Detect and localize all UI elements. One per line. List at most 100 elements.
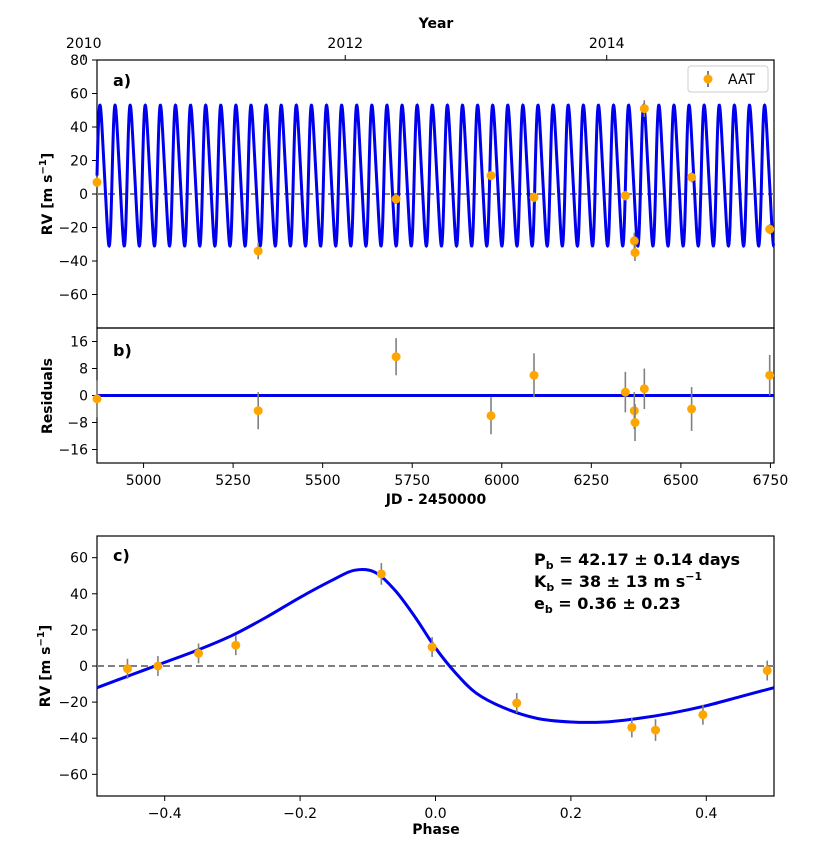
panel-b-x-ticks: 5000 5250 5500 5750 6000 6250 6500 6750 — [126, 463, 788, 489]
panel-c-data-point — [153, 661, 163, 671]
panel-c-data-point — [698, 710, 708, 720]
panel-b-data-point — [687, 404, 697, 414]
panel-c-data-point — [427, 642, 437, 652]
panel-b-ytick-label: 8 — [79, 362, 88, 378]
panel-a-model-curve — [95, 103, 776, 248]
panel-a-y-axis-title: RV [m s−1] — [38, 153, 56, 235]
panel-b-data-point — [253, 406, 263, 416]
period-symbol: P — [534, 550, 546, 569]
panel-c-data-point — [122, 664, 132, 674]
panel-a-ytick-label: 40 — [70, 120, 88, 136]
panel-c-ylabel-end: ] — [38, 625, 54, 631]
e-subscript: b — [545, 603, 553, 616]
panel-c-ytick-label: 0 — [79, 659, 88, 675]
panel-a-data-point — [486, 171, 496, 181]
panel-a-data-point — [639, 104, 649, 114]
panel-c-ylabel-main: RV [m s — [38, 647, 54, 708]
panel-a-label: a) — [113, 71, 131, 90]
panel-b-label: b) — [113, 341, 132, 360]
panel-b-data-points — [92, 338, 775, 442]
panel-b-data-point — [529, 370, 539, 380]
panel-a-data-point — [253, 246, 263, 256]
panel-a-data-points — [92, 100, 775, 261]
legend-label: AAT — [728, 72, 755, 88]
panel-c-ytick-label: −60 — [58, 767, 88, 783]
panel-b-xtick-label: 5250 — [215, 473, 251, 489]
panel-c-data-point — [651, 725, 661, 735]
panel-b-ytick-label: −8 — [67, 416, 88, 432]
panel-b-x-axis-title: JD - 2450000 — [385, 492, 487, 508]
panel-a-data-point — [687, 172, 697, 182]
panel-c-ytick-label: 40 — [70, 587, 88, 603]
legend-marker — [703, 74, 713, 84]
panel-c-ylabel-sup: −1 — [36, 631, 47, 646]
panel-b-xtick-label: 5750 — [394, 473, 430, 489]
panel-b-data-point — [620, 387, 630, 397]
panel-a-keplerian-model — [95, 103, 776, 248]
panel-b-data-point — [765, 370, 775, 380]
panel-a-y-ticks: 80 60 40 20 0 −20 −40 −60 — [58, 53, 97, 304]
panel-b-y-ticks: 16 8 0 −8 −16 — [58, 335, 97, 459]
panel-b-ytick-label: 16 — [70, 335, 88, 351]
period-subscript: b — [546, 559, 554, 572]
panel-c-xtick-label: −0.4 — [148, 806, 182, 822]
panel-c-data-point — [376, 569, 386, 579]
panel-b-residuals: 16 8 0 −8 −16 5000 5250 5500 5750 6000 6250 6500 67… — [40, 327, 788, 508]
top-axis-title: Year — [418, 16, 454, 32]
panel-b-data-point — [486, 411, 496, 421]
panel-b-ytick-label: −16 — [58, 443, 88, 459]
panel-b-xtick-label: 6250 — [573, 473, 609, 489]
top-axis-ticks: 2010 2012 2014 — [66, 36, 625, 60]
k-value: = 38 ± 13 m s — [554, 572, 685, 591]
panel-b-data-point — [639, 384, 649, 394]
panel-c-y-ticks: 60 40 20 0 −20 −40 −60 — [58, 551, 97, 783]
panel-a-ylabel-end: ] — [40, 153, 56, 159]
e-symbol: e — [534, 594, 545, 613]
panel-a-data-point — [92, 177, 102, 187]
panel-c-model-curve — [96, 567, 775, 724]
panel-a-ylabel-main: RV [m s — [40, 175, 56, 236]
panel-c-ytick-label: 60 — [70, 551, 88, 567]
orbit-parameters: Pb = 42.17 ± 0.14 days Kb = 38 ± 13 m s−… — [534, 550, 740, 616]
panel-c-x-axis-title: Phase — [412, 822, 460, 838]
panel-c-x-ticks: −0.4 −0.2 0.0 0.2 0.4 — [148, 796, 718, 822]
panel-a-data-point — [629, 236, 639, 246]
panel-a-ytick-label: −60 — [58, 288, 88, 304]
panel-c-data-point — [512, 698, 522, 708]
panel-a-ytick-label: 60 — [70, 87, 88, 103]
panel-c-ytick-label: −40 — [58, 731, 88, 747]
panel-b-xtick-label: 5000 — [126, 473, 162, 489]
panel-c-ytick-label: −20 — [58, 695, 88, 711]
top-axis-tick-label: 2012 — [327, 36, 363, 52]
panel-c-ytick-label: 20 — [70, 623, 88, 639]
k-symbol: K — [534, 572, 547, 591]
panel-b-ytick-label: 0 — [79, 389, 88, 405]
k-unit-sup: −1 — [685, 570, 702, 583]
panel-c-data-point — [627, 722, 637, 732]
panel-b-data-point — [92, 394, 102, 404]
panel-b-xtick-label: 6750 — [753, 473, 789, 489]
panel-a-data-point — [620, 191, 630, 201]
panel-c-phase-model — [96, 567, 775, 724]
panel-a-data-point — [630, 248, 640, 258]
eccentricity-annotation: eb = 0.36 ± 0.23 — [534, 594, 681, 616]
panel-a-data-point — [765, 224, 775, 234]
panel-a-ytick-label: 20 — [70, 154, 88, 170]
panel-c-xtick-label: 0.0 — [424, 806, 446, 822]
panel-b-xtick-label: 5500 — [305, 473, 341, 489]
panel-b-y-axis-title: Residuals — [40, 358, 56, 434]
panel-a-ytick-label: 80 — [70, 53, 88, 69]
panel-a-ytick-label: −20 — [58, 221, 88, 237]
semi-amplitude-annotation: Kb = 38 ± 13 m s−1 — [534, 570, 702, 594]
panel-b-data-point — [630, 418, 640, 427]
panel-a-data-point — [391, 194, 401, 204]
period-annotation: Pb = 42.17 ± 0.14 days — [534, 550, 740, 572]
panel-c-xtick-label: 0.4 — [695, 806, 717, 822]
panel-c-y-axis-title: RV [m s−1] — [36, 625, 54, 707]
e-value: = 0.36 ± 0.23 — [553, 594, 681, 613]
panel-c-data-points — [122, 563, 772, 741]
panel-a-ytick-label: −40 — [58, 254, 88, 270]
panel-a-data-point — [529, 192, 539, 202]
panel-a-ylabel-sup: −1 — [38, 159, 49, 174]
